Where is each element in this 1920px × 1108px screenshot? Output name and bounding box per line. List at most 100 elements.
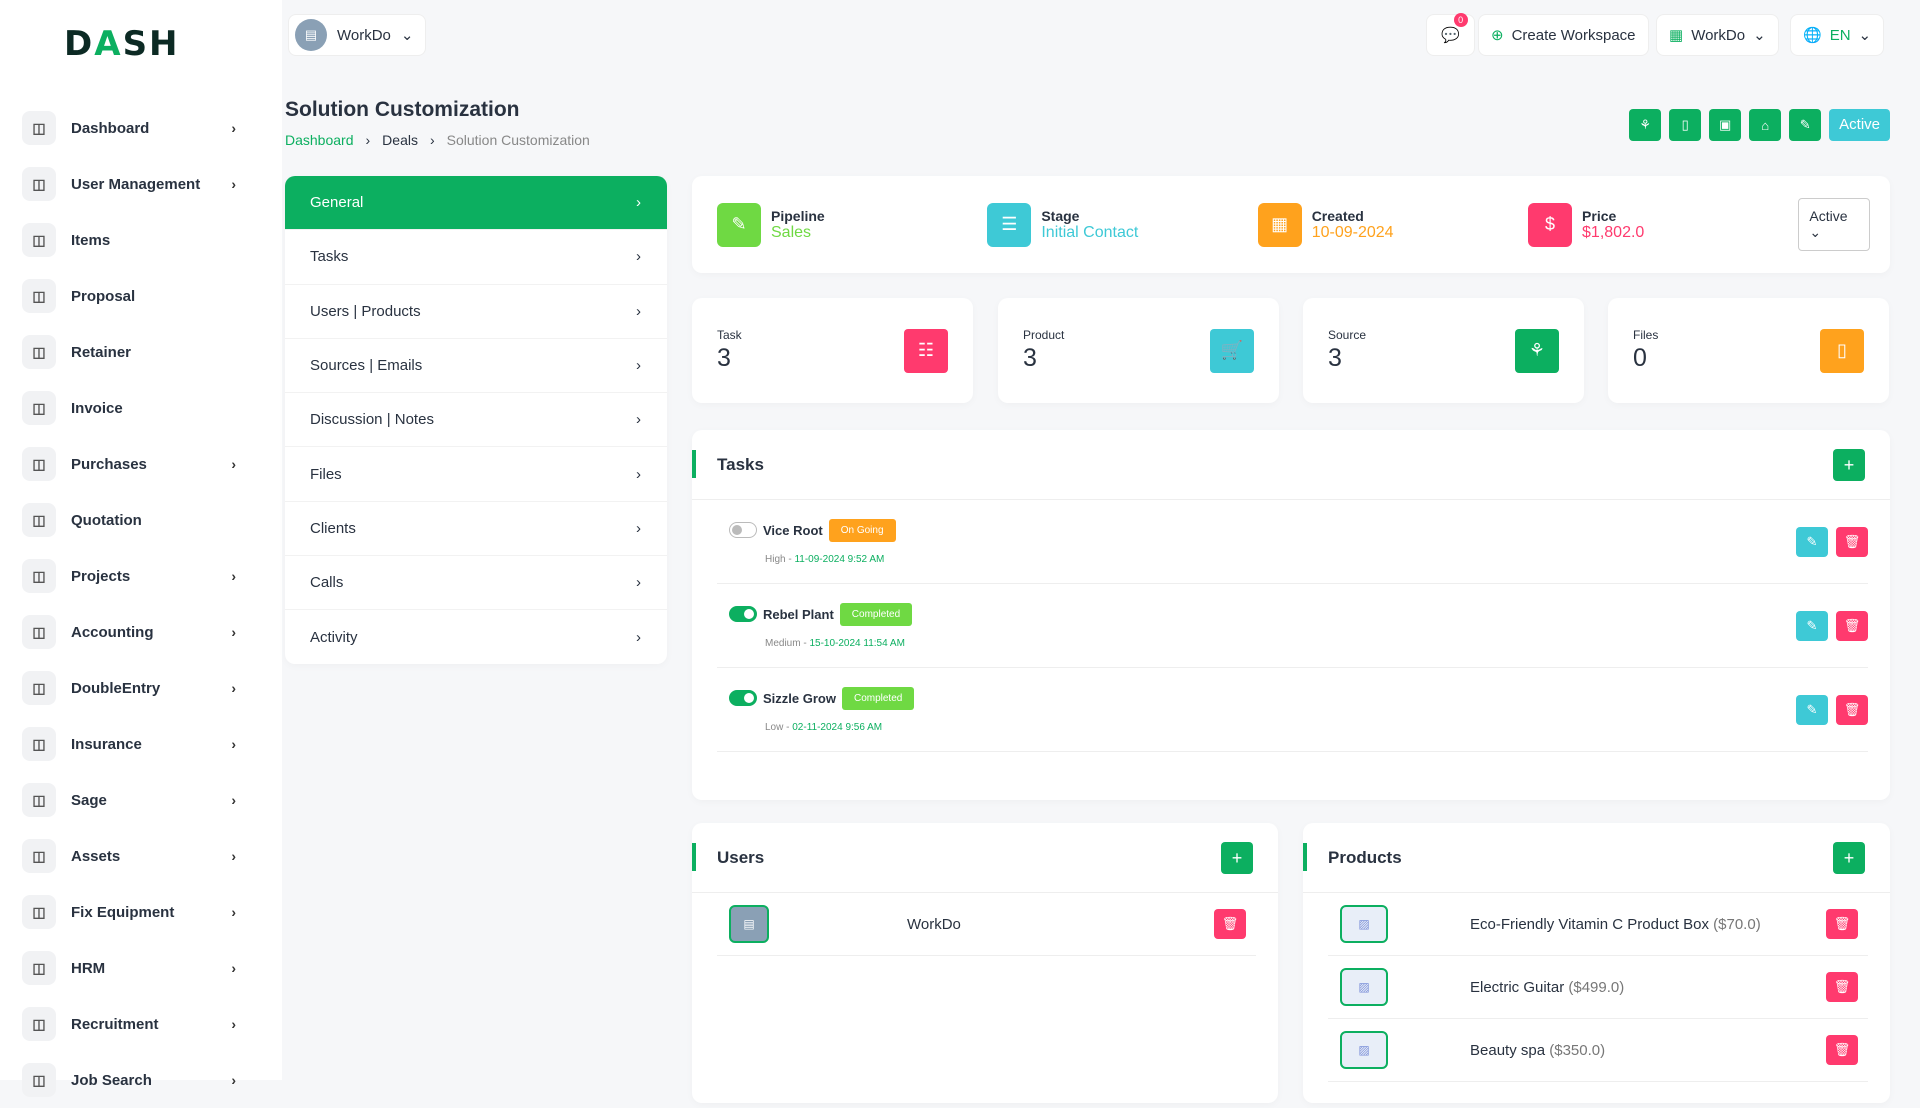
workspace-menu-label: WorkDo — [1691, 26, 1746, 44]
edit-task-button[interactable]: ✎ — [1796, 694, 1828, 725]
delete-task-button[interactable]: 🗑 — [1836, 610, 1868, 641]
menu-item[interactable]: Clients › — [285, 502, 667, 557]
user-plus-icon: ◫ — [22, 1007, 56, 1041]
product-name: Electric Guitar — [1470, 978, 1565, 996]
edit-task-button[interactable]: ✎ — [1796, 526, 1828, 557]
product-price: ($499.0) — [1568, 978, 1625, 996]
sidebar-item-items[interactable]: ◫ Items — [22, 212, 236, 268]
pencil-icon: ✎ — [1806, 533, 1818, 549]
logo[interactable]: DASH — [64, 24, 180, 64]
check-square-icon: ◫ — [22, 559, 56, 593]
sidebar-item-label: Projects — [71, 567, 131, 585]
menu-item[interactable]: Users | Products › — [285, 285, 667, 339]
sidebar-item-sage[interactable]: ◫ Sage › — [22, 772, 236, 828]
menu-item[interactable]: Files › — [285, 447, 667, 502]
add-user-button[interactable]: + — [1221, 841, 1253, 874]
sidebar-item-label: Insurance — [71, 735, 142, 753]
create-workspace-button[interactable]: ⊕ Create Workspace — [1478, 14, 1649, 56]
trash-icon: 🗑 — [1843, 533, 1861, 549]
sidebar-item-fix-equipment[interactable]: ◫ Fix Equipment › — [22, 884, 236, 940]
menu-item[interactable]: Activity › — [285, 610, 667, 664]
sidebar-item-hrm[interactable]: ◫ HRM › — [22, 940, 236, 996]
labels-button[interactable]: ⌂ — [1749, 109, 1782, 141]
menu-item[interactable]: General › — [285, 176, 667, 231]
add-task-button[interactable]: + — [1833, 448, 1865, 481]
breadcrumb: Dashboard › Deals › Solution Customization — [285, 132, 590, 148]
s-icon: ◫ — [22, 783, 56, 817]
sidebar-item-insurance[interactable]: ◫ Insurance › — [22, 716, 236, 772]
menu-item[interactable]: Discussion | Notes › — [285, 393, 667, 448]
breadcrumb-deals[interactable]: Deals — [382, 132, 418, 148]
calendar-icon: ▦ — [1257, 202, 1302, 247]
delete-task-button[interactable]: 🗑 — [1836, 526, 1868, 557]
delete-user-button[interactable]: 🗑 — [1214, 909, 1246, 939]
sidebar-item-assets[interactable]: ◫ Assets › — [22, 828, 236, 884]
sidebar-item-user-management[interactable]: ◫ User Management › — [22, 156, 236, 212]
sidebar-item-job-search[interactable]: ◫ Job Search › — [22, 1052, 236, 1108]
plus-circle-icon: ⊕ — [1491, 27, 1504, 44]
delete-task-button[interactable]: 🗑 — [1836, 694, 1868, 725]
sidebar-item-label: HRM — [71, 959, 106, 977]
sidebar-item-accounting[interactable]: ◫ Accounting › — [22, 604, 236, 660]
workspace-switcher[interactable]: ▤ WorkDo ⌄ — [288, 14, 427, 56]
messages-button[interactable]: 💬 0 — [1426, 13, 1475, 56]
stat-value: 0 — [1633, 344, 1647, 372]
delete-product-button[interactable]: 🗑 — [1826, 972, 1858, 1002]
chevron-right-icon: › — [231, 680, 236, 696]
apps-icon: ▦ — [1669, 27, 1684, 44]
product-price: ($70.0) — [1713, 915, 1761, 933]
sidebar-item-projects[interactable]: ◫ Projects › — [22, 548, 236, 604]
delete-product-button[interactable]: 🗑 — [1826, 909, 1858, 939]
menu-item[interactable]: Calls › — [285, 556, 667, 611]
breadcrumb-dashboard[interactable]: Dashboard — [285, 132, 354, 148]
status-select[interactable]: Active ⌄ — [1798, 198, 1870, 251]
sidebar-item-purchases[interactable]: ◫ Purchases › — [22, 436, 236, 492]
sidebar-item-dashboard[interactable]: ◫ Dashboard › — [22, 100, 236, 156]
task-complete-toggle[interactable] — [729, 690, 757, 706]
workspace-menu[interactable]: ▦ WorkDo ⌄ — [1656, 14, 1779, 56]
home-icon: ◫ — [22, 111, 56, 145]
deal-info-card: ✎ Pipeline Sales ☰ Stage Initial Contact ▦ Cr… — [692, 176, 1890, 273]
sidebar-item-invoice[interactable]: ◫ Invoice — [22, 380, 236, 436]
sidebar-item-proposal[interactable]: ◫ Proposal — [22, 268, 236, 324]
edit-button[interactable]: ✎ — [1789, 109, 1822, 141]
created-value: 10-09-2024 — [1311, 223, 1394, 241]
edit-task-button[interactable]: ✎ — [1796, 610, 1828, 641]
add-product-button[interactable]: + — [1833, 841, 1865, 874]
chevron-right-icon: › — [231, 792, 236, 808]
delete-product-button[interactable]: 🗑 — [1826, 1035, 1858, 1065]
tag-icon: ⌂ — [1761, 117, 1770, 133]
pipeline-info: ✎ Pipeline Sales — [717, 202, 987, 247]
sidebar-item-quotation[interactable]: ◫ Quotation — [22, 492, 236, 548]
create-workspace-label: Create Workspace — [1511, 26, 1636, 44]
chevron-right-icon: › — [231, 568, 236, 584]
menu-item-label: Files — [310, 465, 342, 483]
calls-button[interactable]: ▣ — [1709, 109, 1742, 141]
task-name: Sizzle Grow — [763, 690, 836, 706]
status-badge[interactable]: Active — [1829, 109, 1890, 141]
sidebar-item-doubleentry[interactable]: ◫ DoubleEntry › — [22, 660, 236, 716]
sources-button[interactable]: ⚘ — [1629, 109, 1662, 141]
sidebar-item-recruitment[interactable]: ◫ Recruitment › — [22, 996, 236, 1052]
menu-item[interactable]: Sources | Emails › — [285, 339, 667, 394]
chevron-right-icon: › — [231, 904, 236, 920]
language-select[interactable]: 🌐 EN ⌄ — [1790, 14, 1885, 56]
task-complete-toggle[interactable] — [729, 522, 757, 538]
chevron-right-icon: › — [231, 624, 236, 640]
sidebar-item-retainer[interactable]: ◫ Retainer — [22, 324, 236, 380]
file-icon: ◫ — [22, 503, 56, 537]
sidebar-item-label: User Management — [71, 175, 201, 193]
pencil-icon: ✎ — [1806, 617, 1818, 633]
task-complete-toggle[interactable] — [729, 606, 757, 622]
chevron-down-icon: ⌄ — [1858, 27, 1872, 44]
sidebar-item-label: Retainer — [71, 343, 132, 361]
user-name: WorkDo — [907, 915, 961, 933]
menu-item-label: Calls — [310, 574, 344, 592]
task-priority: High — [765, 553, 786, 565]
task-status-badge: Completed — [839, 602, 913, 626]
menu-item[interactable]: Tasks › — [285, 230, 667, 285]
sidebar-item-label: Invoice — [71, 399, 123, 417]
stat-product: Product 3 🛒 — [998, 298, 1279, 403]
pipeline-value: Sales — [771, 223, 812, 241]
files-button[interactable]: ▯ — [1669, 109, 1702, 141]
